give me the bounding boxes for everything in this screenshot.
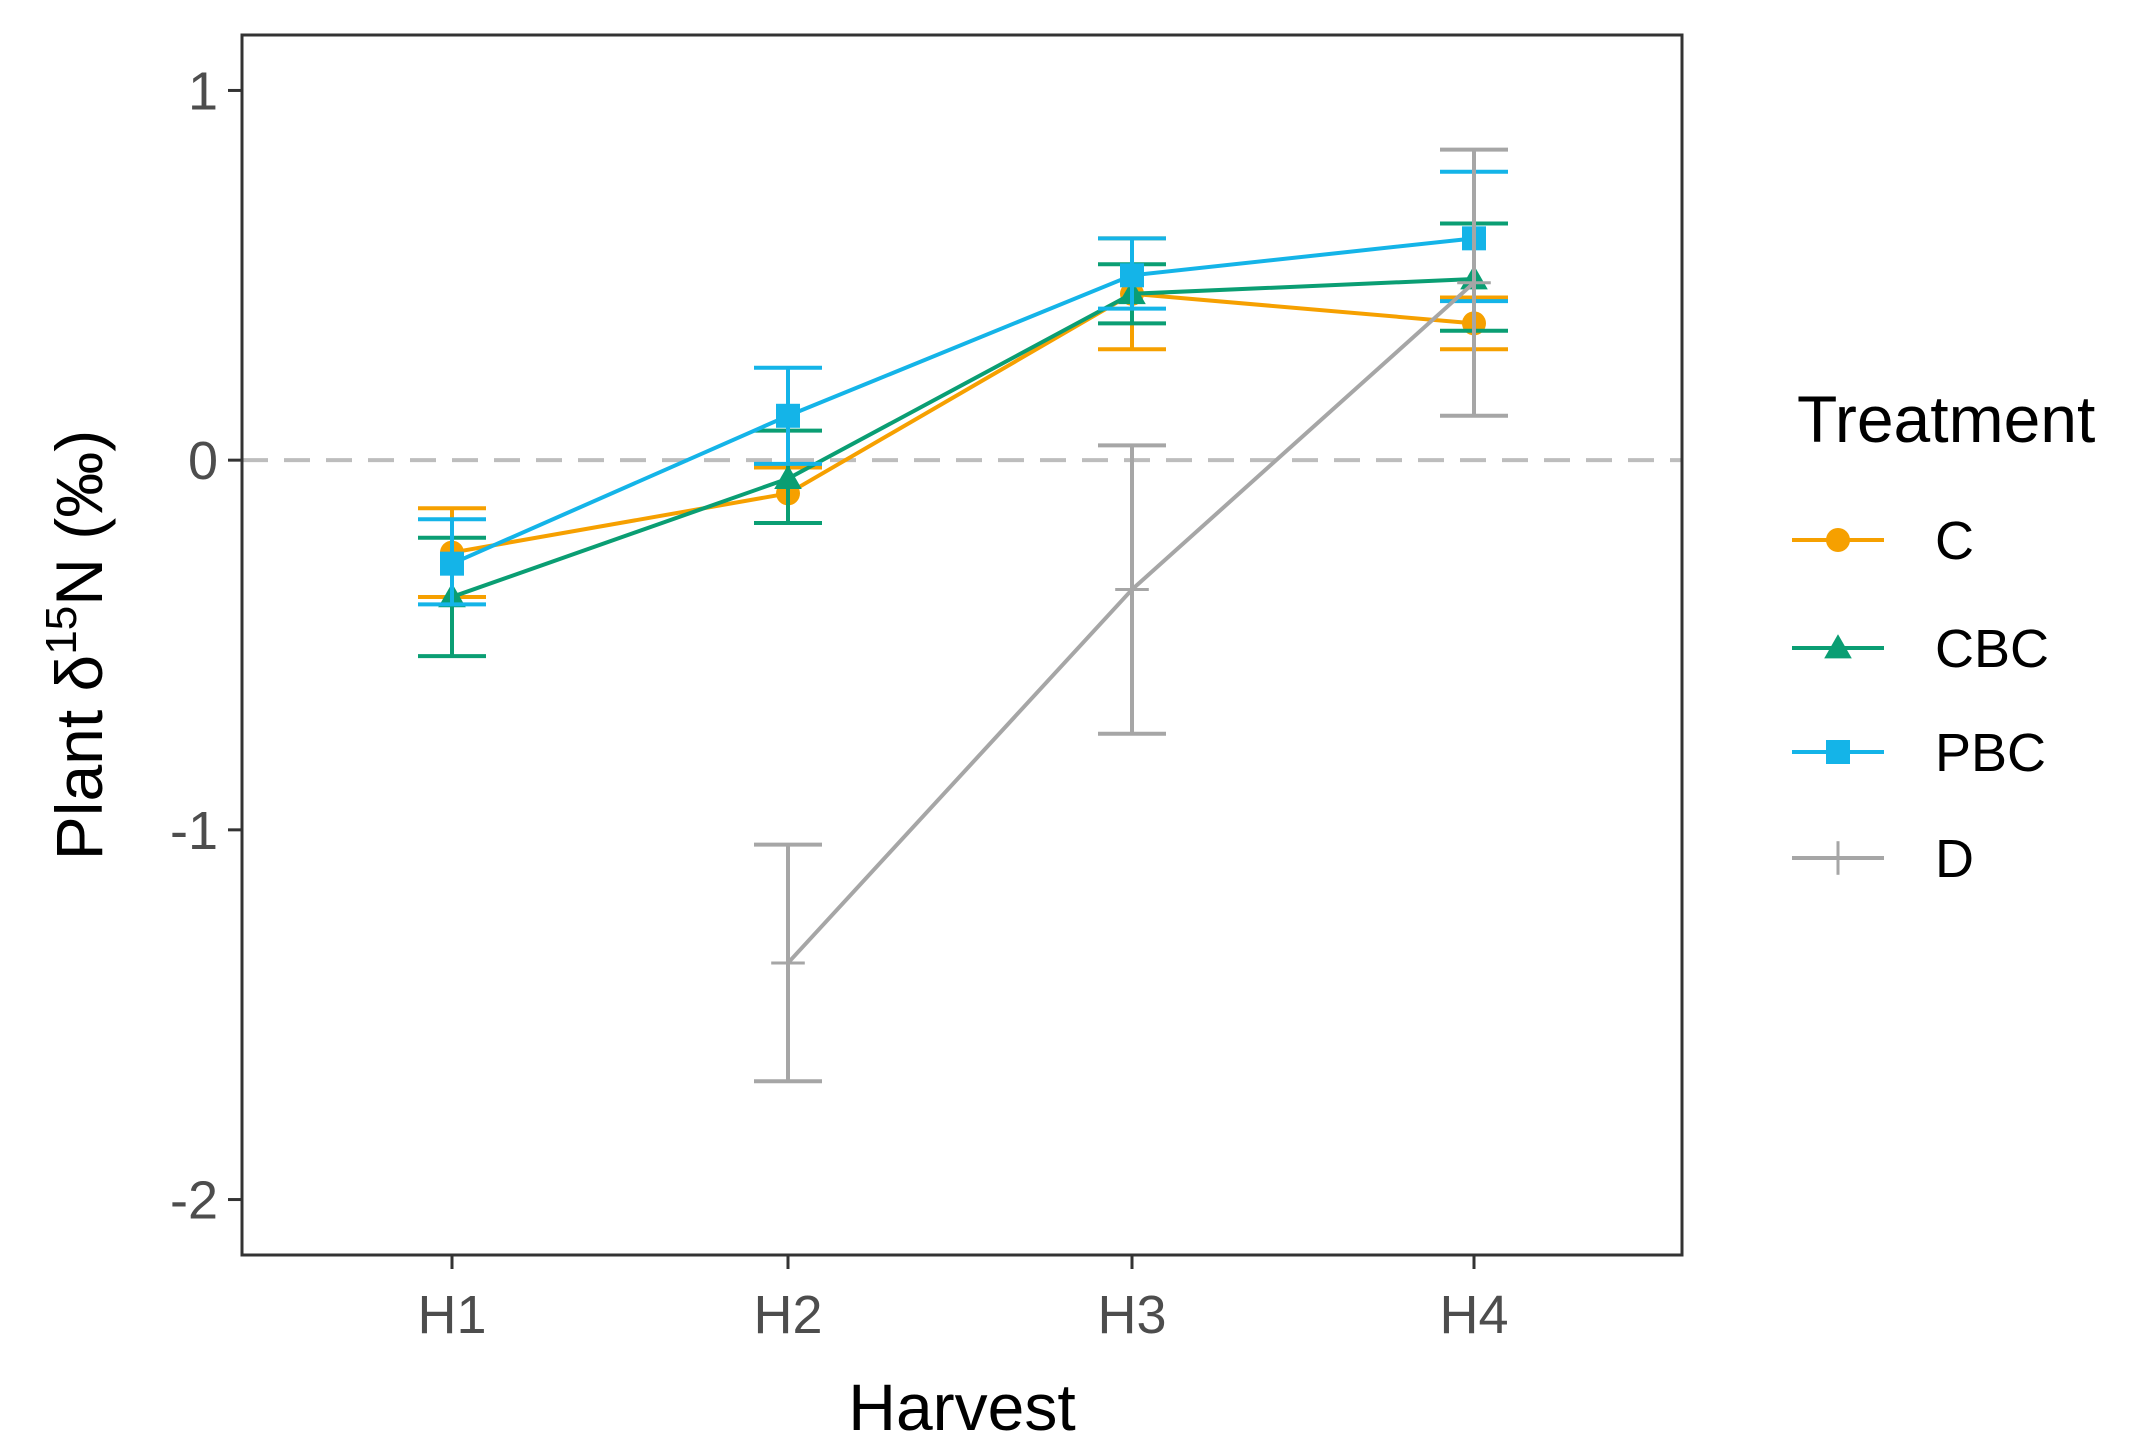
data-point-pbc bbox=[440, 551, 464, 576]
series-layer bbox=[418, 147, 1508, 1084]
legend-key-marker bbox=[1826, 740, 1850, 764]
series-line-cbc bbox=[451, 277, 1475, 599]
data-point-d bbox=[1115, 572, 1149, 607]
legend-label-pbc: PBC bbox=[1935, 723, 2046, 783]
data-point-cbc bbox=[774, 464, 802, 489]
series-line-pbc bbox=[451, 236, 1475, 566]
data-point-d bbox=[771, 946, 805, 980]
axis-layer: -2 -1 0 1 H1 H2 H3 H4 bbox=[170, 61, 1509, 1345]
panel-background bbox=[242, 35, 1682, 1255]
x-axis-title: Harvest bbox=[848, 1370, 1075, 1444]
x-tick-label: H4 bbox=[1439, 1285, 1508, 1345]
data-point-pbc bbox=[1120, 263, 1144, 288]
data-point-d bbox=[1457, 265, 1491, 300]
legend-item-c: C bbox=[1792, 511, 1974, 571]
series-line-c bbox=[451, 291, 1475, 555]
legend-key-marker bbox=[1826, 528, 1850, 552]
legend-item-cbc: CBC bbox=[1792, 619, 2049, 679]
y-axis-title-suffix: N (‰) bbox=[42, 430, 116, 606]
series-d bbox=[754, 147, 1508, 1084]
y-tick-label: 0 bbox=[188, 431, 218, 491]
y-tick-label: -2 bbox=[170, 1171, 218, 1231]
legend-label-c: C bbox=[1935, 511, 1974, 571]
y-tick-label: 1 bbox=[188, 61, 218, 121]
legend-label-d: D bbox=[1935, 829, 1974, 889]
legend-label-cbc: CBC bbox=[1935, 619, 2049, 679]
data-point-pbc bbox=[776, 403, 800, 428]
y-axis-title-prefix: Plant δ bbox=[42, 655, 116, 861]
legend-key-marker bbox=[1821, 841, 1855, 875]
y-axis-title: Plant δ15N (‰) bbox=[37, 430, 116, 860]
panel-border bbox=[240, 33, 1684, 1257]
y-tick-label: -1 bbox=[170, 801, 218, 861]
legend: C CBC PBC D bbox=[1792, 511, 2049, 889]
x-tick-label: H2 bbox=[753, 1285, 822, 1345]
x-tick-label: H3 bbox=[1097, 1285, 1166, 1345]
y-axis-title-superscript: 15 bbox=[37, 606, 86, 655]
legend-item-pbc: PBC bbox=[1792, 723, 2046, 783]
legend-title: Treatment bbox=[1797, 382, 2095, 456]
legend-key-marker bbox=[1824, 634, 1852, 659]
legend-item-d: D bbox=[1792, 829, 1974, 889]
x-tick-label: H1 bbox=[417, 1285, 486, 1345]
